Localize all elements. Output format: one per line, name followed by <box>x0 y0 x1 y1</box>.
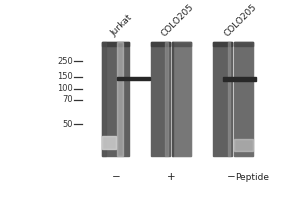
Bar <box>228 42 230 156</box>
Text: 250: 250 <box>57 57 73 66</box>
Text: 150: 150 <box>57 72 73 81</box>
Text: Peptide: Peptide <box>235 173 269 182</box>
Text: COLO205: COLO205 <box>160 2 196 38</box>
Text: −: − <box>111 172 120 182</box>
Bar <box>151 42 170 156</box>
Bar <box>172 42 173 156</box>
Text: COLO205: COLO205 <box>222 2 259 38</box>
Bar <box>117 42 123 156</box>
Bar <box>117 77 150 80</box>
Bar <box>234 139 253 151</box>
Text: 100: 100 <box>57 84 73 93</box>
Bar <box>165 42 168 156</box>
Bar <box>234 42 253 156</box>
Bar <box>151 42 170 46</box>
Bar <box>234 42 253 46</box>
Bar <box>172 42 191 46</box>
Bar <box>102 42 106 156</box>
Bar <box>213 42 232 46</box>
Text: 50: 50 <box>62 120 73 129</box>
Bar <box>102 42 129 46</box>
Text: 70: 70 <box>62 95 73 104</box>
Bar <box>234 42 253 156</box>
Bar <box>102 42 129 156</box>
Bar <box>172 42 191 156</box>
Bar <box>213 42 232 156</box>
Text: −: − <box>227 172 236 182</box>
Bar <box>172 42 191 156</box>
Bar <box>223 77 256 81</box>
Bar <box>102 136 116 149</box>
Text: +: + <box>167 172 175 182</box>
Text: Jurkat: Jurkat <box>109 13 134 38</box>
